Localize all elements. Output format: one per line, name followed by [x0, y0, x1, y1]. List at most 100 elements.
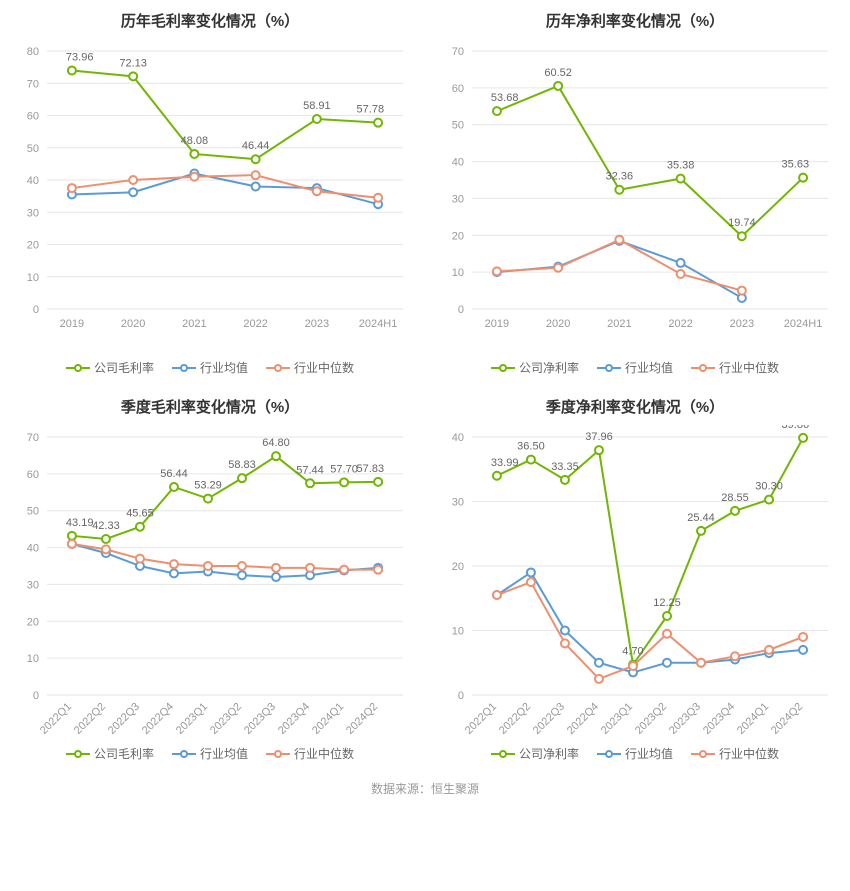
chart-title: 季度毛利率变化情况（%）	[5, 396, 415, 417]
svg-text:2024Q1: 2024Q1	[735, 701, 771, 735]
svg-text:33.35: 33.35	[551, 461, 579, 473]
svg-text:2023Q2: 2023Q2	[208, 701, 244, 735]
svg-text:2022Q4: 2022Q4	[140, 701, 176, 735]
svg-text:40: 40	[27, 543, 39, 555]
legend-item-median: 行业中位数	[691, 745, 779, 762]
svg-text:10: 10	[452, 267, 464, 279]
svg-text:53.68: 53.68	[491, 92, 519, 104]
legend-label: 行业中位数	[719, 745, 779, 762]
legend-swatch-icon	[266, 363, 290, 373]
legend-item-mean: 行业均值	[172, 359, 248, 376]
svg-text:50: 50	[27, 506, 39, 518]
svg-text:2023Q4: 2023Q4	[701, 701, 737, 735]
svg-text:2022Q1: 2022Q1	[463, 701, 499, 735]
svg-text:10: 10	[27, 653, 39, 665]
svg-text:2019: 2019	[485, 318, 509, 330]
svg-text:57.44: 57.44	[296, 464, 324, 476]
svg-text:2021: 2021	[607, 318, 631, 330]
svg-text:56.44: 56.44	[160, 468, 188, 480]
svg-text:2023Q4: 2023Q4	[276, 701, 312, 735]
svg-text:57.78: 57.78	[357, 104, 385, 116]
svg-text:25.44: 25.44	[687, 512, 715, 524]
svg-text:4.70: 4.70	[622, 646, 643, 658]
svg-text:2024H1: 2024H1	[784, 318, 823, 330]
legend-swatch-icon	[172, 363, 196, 373]
svg-text:2024H1: 2024H1	[359, 318, 398, 330]
svg-text:32.36: 32.36	[606, 171, 634, 183]
legend-label: 公司毛利率	[94, 745, 154, 762]
legend-swatch-icon	[491, 749, 515, 759]
legend-label: 行业中位数	[294, 745, 354, 762]
legend-label: 行业均值	[625, 745, 673, 762]
svg-text:30: 30	[452, 497, 464, 509]
svg-text:42.33: 42.33	[92, 520, 120, 532]
legend-swatch-icon	[66, 749, 90, 759]
svg-text:40: 40	[27, 175, 39, 187]
chart-title: 历年净利率变化情况（%）	[430, 10, 840, 31]
svg-text:20: 20	[27, 616, 39, 628]
chart-title: 历年毛利率变化情况（%）	[5, 10, 415, 31]
svg-text:46.44: 46.44	[242, 140, 270, 152]
svg-text:57.70: 57.70	[330, 463, 358, 475]
svg-text:2022Q2: 2022Q2	[72, 701, 108, 735]
svg-text:33.99: 33.99	[491, 457, 519, 469]
legend-item-mean: 行业均值	[172, 745, 248, 762]
svg-text:60: 60	[452, 83, 464, 95]
legend-label: 行业均值	[625, 359, 673, 376]
legend-swatch-icon	[691, 749, 715, 759]
svg-text:19.74: 19.74	[728, 217, 756, 229]
svg-text:2020: 2020	[121, 318, 145, 330]
svg-text:20: 20	[452, 230, 464, 242]
svg-text:73.96: 73.96	[66, 51, 94, 63]
svg-text:10: 10	[452, 626, 464, 638]
svg-text:2023: 2023	[305, 318, 329, 330]
svg-text:39.86: 39.86	[782, 425, 810, 431]
svg-text:30.30: 30.30	[755, 481, 783, 493]
legend-item-company: 公司净利率	[491, 745, 579, 762]
svg-text:2022Q4: 2022Q4	[565, 701, 601, 735]
legend-item-mean: 行业均值	[597, 745, 673, 762]
legend-label: 公司净利率	[519, 359, 579, 376]
svg-text:35.38: 35.38	[667, 160, 695, 172]
chart-legend: 公司毛利率 行业均值 行业中位数	[5, 745, 415, 762]
svg-text:60: 60	[27, 469, 39, 481]
chart-quarter-net: 季度净利率变化情况（%）0102030402022Q12022Q22022Q32…	[430, 396, 840, 762]
svg-text:20: 20	[27, 240, 39, 252]
svg-text:58.83: 58.83	[228, 459, 256, 471]
svg-text:80: 80	[27, 46, 39, 58]
svg-text:0: 0	[458, 304, 464, 316]
chart-annual-gross: 历年毛利率变化情况（%）0102030405060708020192020202…	[5, 10, 415, 376]
svg-text:2022Q3: 2022Q3	[531, 701, 567, 735]
legend-item-company: 公司毛利率	[66, 745, 154, 762]
svg-text:2022Q1: 2022Q1	[38, 701, 74, 735]
svg-text:2022: 2022	[668, 318, 692, 330]
svg-text:2022Q2: 2022Q2	[497, 701, 533, 735]
svg-text:50: 50	[27, 143, 39, 155]
chart-plot: 010203040506070201920202021202220232024H…	[430, 39, 840, 349]
svg-text:36.50: 36.50	[517, 441, 545, 453]
legend-item-company: 公司净利率	[491, 359, 579, 376]
legend-label: 公司毛利率	[94, 359, 154, 376]
svg-text:2024Q2: 2024Q2	[344, 701, 380, 735]
legend-label: 行业均值	[200, 359, 248, 376]
svg-text:57.83: 57.83	[357, 463, 385, 475]
legend-item-median: 行业中位数	[266, 359, 354, 376]
svg-text:2023Q2: 2023Q2	[633, 701, 669, 735]
legend-label: 行业均值	[200, 745, 248, 762]
svg-text:70: 70	[452, 46, 464, 58]
svg-text:30: 30	[27, 207, 39, 219]
svg-text:60: 60	[27, 111, 39, 123]
svg-text:2020: 2020	[546, 318, 570, 330]
svg-text:0: 0	[33, 690, 39, 702]
legend-swatch-icon	[597, 749, 621, 759]
legend-item-mean: 行业均值	[597, 359, 673, 376]
svg-text:2019: 2019	[60, 318, 84, 330]
chart-legend: 公司净利率 行业均值 行业中位数	[430, 745, 840, 762]
legend-swatch-icon	[172, 749, 196, 759]
legend-label: 公司净利率	[519, 745, 579, 762]
legend-item-median: 行业中位数	[691, 359, 779, 376]
svg-text:20: 20	[452, 561, 464, 573]
legend-swatch-icon	[266, 749, 290, 759]
svg-text:70: 70	[27, 432, 39, 444]
svg-text:37.96: 37.96	[585, 431, 613, 443]
